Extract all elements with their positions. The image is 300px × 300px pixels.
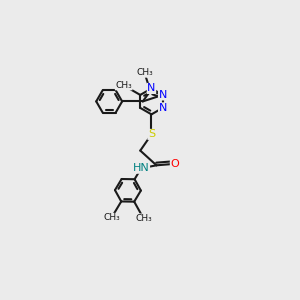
Text: O: O	[170, 159, 179, 169]
Text: CH₃: CH₃	[135, 214, 152, 223]
Text: N: N	[147, 83, 156, 94]
Text: N: N	[158, 103, 167, 113]
Text: S: S	[148, 129, 155, 140]
Text: CH₃: CH₃	[115, 81, 132, 90]
Text: CH₃: CH₃	[136, 68, 153, 77]
Text: CH₃: CH₃	[103, 213, 120, 222]
Text: HN: HN	[133, 163, 149, 173]
Text: N: N	[158, 90, 167, 100]
